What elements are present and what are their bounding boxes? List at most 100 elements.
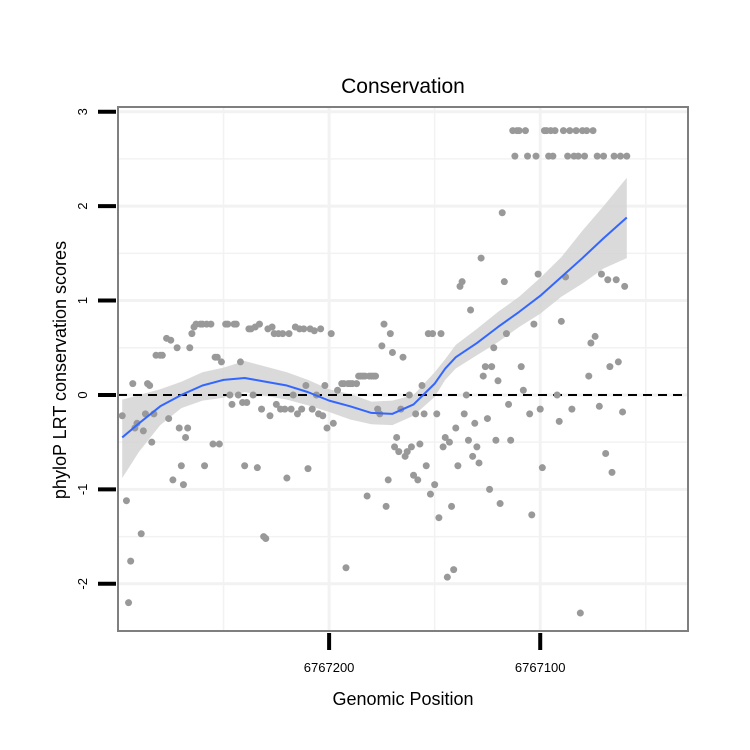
data-point xyxy=(564,152,572,160)
y-tick-label: -1 xyxy=(75,484,90,496)
y-axis-title: phyloP LRT conservation scores xyxy=(50,241,70,499)
data-point xyxy=(612,276,620,284)
data-point xyxy=(448,502,456,510)
data-point xyxy=(410,471,418,479)
data-point xyxy=(215,440,223,448)
data-point xyxy=(445,438,453,446)
data-point xyxy=(619,408,627,416)
data-point xyxy=(532,152,540,160)
data-point xyxy=(585,372,593,380)
data-point xyxy=(184,424,192,432)
data-point xyxy=(452,424,460,432)
data-point xyxy=(610,152,618,160)
data-point xyxy=(268,323,276,331)
data-point xyxy=(587,339,595,347)
data-point xyxy=(165,415,173,423)
data-point xyxy=(515,127,523,135)
data-point xyxy=(329,419,337,427)
data-point xyxy=(188,330,196,338)
data-point xyxy=(551,127,559,135)
data-point xyxy=(334,386,342,394)
data-point xyxy=(213,353,221,361)
smooth-fit-line xyxy=(121,216,628,439)
data-point xyxy=(137,530,145,538)
data-point xyxy=(486,485,494,493)
data-point xyxy=(158,351,166,359)
data-point xyxy=(281,405,289,413)
data-point xyxy=(173,344,181,352)
data-point xyxy=(175,424,183,432)
data-point xyxy=(300,325,308,333)
data-point xyxy=(524,152,532,160)
data-point xyxy=(182,433,190,441)
data-point xyxy=(209,440,217,448)
data-point xyxy=(279,330,287,338)
data-point xyxy=(507,436,515,444)
data-point xyxy=(602,450,610,458)
data-point xyxy=(479,372,487,380)
data-point xyxy=(494,377,502,385)
data-point xyxy=(606,363,614,371)
data-point xyxy=(304,465,312,473)
data-point xyxy=(566,127,574,135)
data-point xyxy=(384,476,392,484)
data-point xyxy=(616,152,624,160)
data-point xyxy=(581,152,589,160)
data-point xyxy=(549,152,557,160)
data-point xyxy=(224,320,232,328)
data-point xyxy=(234,391,242,399)
data-point xyxy=(519,386,527,394)
data-point xyxy=(589,127,597,135)
data-point xyxy=(129,380,137,388)
data-point xyxy=(555,417,563,425)
data-point xyxy=(492,436,500,444)
y-tick-label: 1 xyxy=(75,297,90,304)
data-point xyxy=(416,440,424,448)
data-point xyxy=(557,317,565,325)
data-point xyxy=(289,391,297,399)
data-point xyxy=(228,400,236,408)
data-point xyxy=(414,476,422,484)
data-point xyxy=(179,481,187,489)
data-point xyxy=(255,320,263,328)
data-point xyxy=(500,278,508,286)
data-point xyxy=(435,514,443,522)
data-point xyxy=(502,330,510,338)
confidence-band xyxy=(122,177,627,479)
data-point xyxy=(534,270,542,278)
data-point xyxy=(253,464,261,472)
data-point xyxy=(595,402,603,410)
data-point xyxy=(243,399,251,407)
panel-border xyxy=(117,106,689,632)
data-point xyxy=(475,459,483,467)
data-point xyxy=(467,306,475,314)
data-point xyxy=(232,320,240,328)
data-point xyxy=(454,462,462,470)
data-point xyxy=(490,344,498,352)
data-point xyxy=(536,405,544,413)
y-tick-label: -2 xyxy=(75,578,90,590)
data-point xyxy=(460,410,468,418)
data-point xyxy=(388,348,396,356)
smooth-line-group xyxy=(121,216,628,439)
data-point xyxy=(177,462,185,470)
data-point xyxy=(353,380,361,388)
data-point xyxy=(308,405,316,413)
data-point xyxy=(574,152,582,160)
data-point xyxy=(342,564,350,572)
data-point xyxy=(323,424,331,432)
data-point xyxy=(298,405,306,413)
data-point xyxy=(122,497,130,505)
data-point xyxy=(249,391,257,399)
data-point xyxy=(310,327,318,335)
data-point xyxy=(293,410,301,418)
data-point xyxy=(568,405,576,413)
data-point xyxy=(511,152,519,160)
data-point xyxy=(139,427,147,435)
data-point xyxy=(327,330,335,338)
data-point xyxy=(207,320,215,328)
data-point xyxy=(469,452,477,460)
data-point xyxy=(464,436,472,444)
data-point xyxy=(201,462,209,470)
data-point xyxy=(600,152,608,160)
